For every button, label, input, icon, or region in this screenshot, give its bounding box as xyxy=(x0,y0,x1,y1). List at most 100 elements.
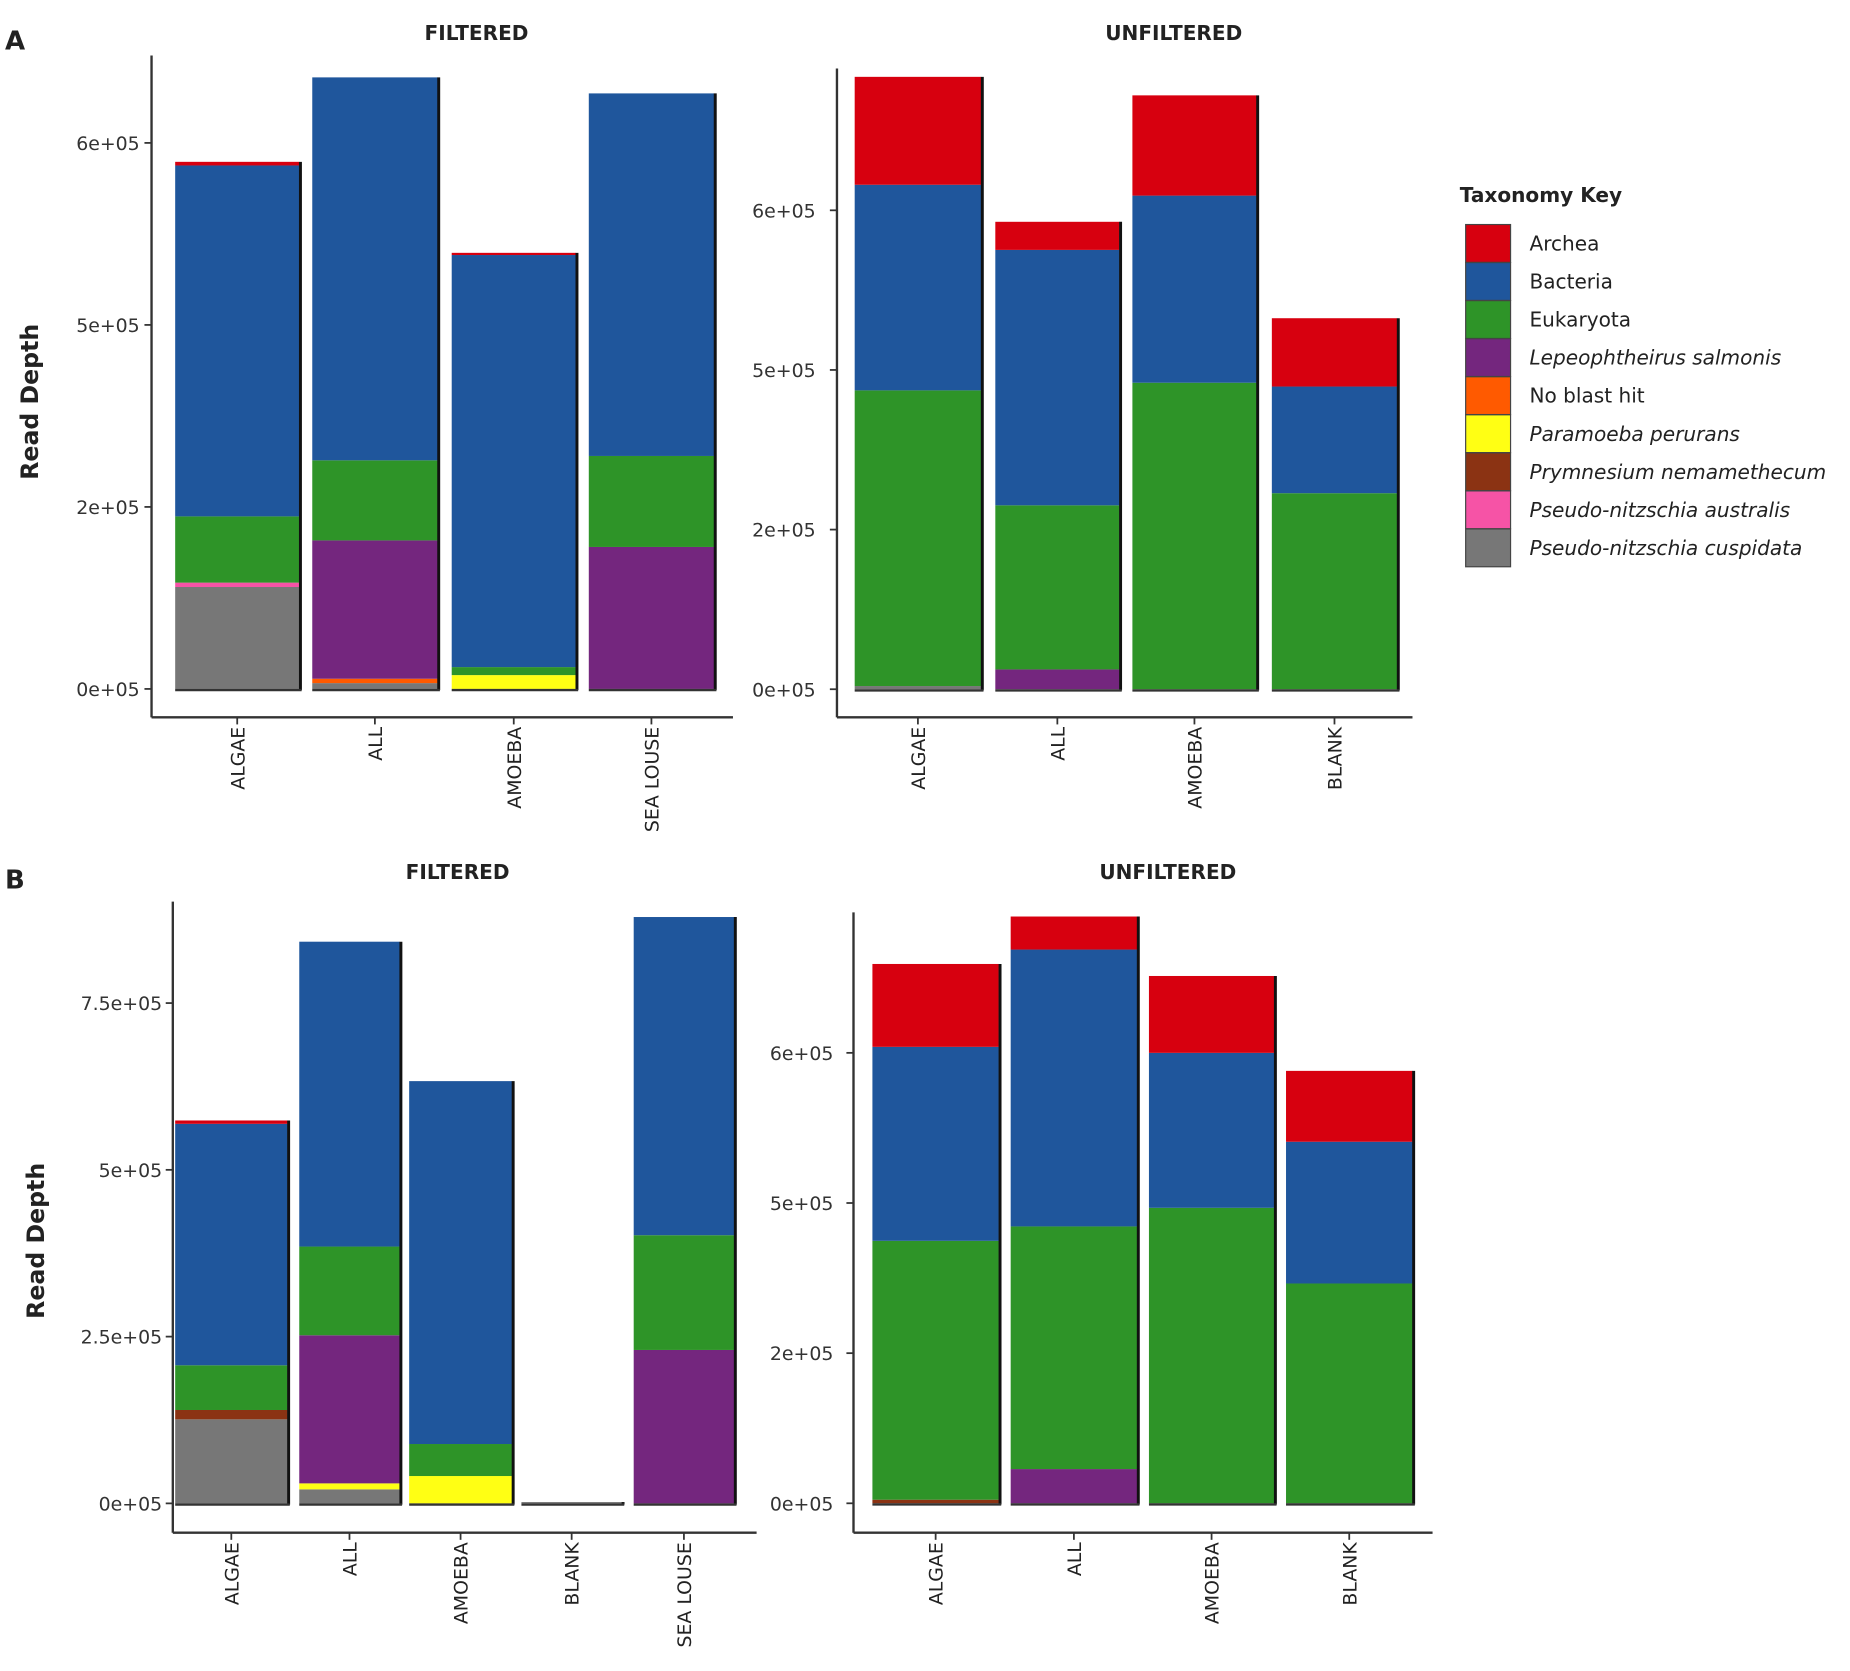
bar-segment-bacteria xyxy=(588,93,715,456)
legend-swatch xyxy=(1465,338,1512,378)
legend-label: Pseudo-nitzschia cuspidata xyxy=(1529,536,1802,560)
bar-segment-bacteria xyxy=(854,184,982,391)
legend-label: Paramoeba perurans xyxy=(1529,422,1740,446)
legend-swatch xyxy=(1465,300,1512,340)
y-tick-label: 5e+05 xyxy=(76,315,140,337)
bar-segment-archea xyxy=(1132,95,1257,196)
x-tick-label: AMOEBA xyxy=(1202,1542,1224,1624)
bar-segment-paramoeba-perurans xyxy=(451,675,576,689)
bar-segment-bacteria xyxy=(633,917,735,1236)
bar-segment-eukaryota xyxy=(409,1444,512,1477)
bar-blank xyxy=(521,1502,625,1506)
y-axis-label: Read Depth xyxy=(16,324,44,480)
y-tick-label: 2e+05 xyxy=(752,520,816,542)
bar-segment-prymnesium-nemamethecum xyxy=(872,1499,999,1504)
chart-4: UNFILTERED ALGAE ALL AMOEBA BLANK 0e+05 2e+05 5… xyxy=(770,860,1433,1624)
bar-amoeba xyxy=(1148,975,1277,1506)
bar-segment-pseudo-nitzschia-cuspidata xyxy=(854,686,982,690)
bar-segment-eukaryota xyxy=(1271,493,1398,690)
panel-label: A xyxy=(5,27,25,57)
bar-segment-pseudo-nitzschia-cuspidata xyxy=(175,587,300,689)
legend-item: Lepeophtheirus salmonis xyxy=(1465,338,1782,378)
bar-segment-archea xyxy=(1010,916,1138,950)
bar-blank xyxy=(1271,318,1400,692)
bar-segment-eukaryota xyxy=(451,667,576,676)
x-tick-label: ALGAE xyxy=(227,727,249,790)
bar-segment-eukaryota xyxy=(175,516,300,583)
y-tick-label: 6e+05 xyxy=(752,200,816,222)
bar-segment-eukaryota xyxy=(588,455,715,547)
legend-swatch xyxy=(1465,376,1512,416)
bar-algae xyxy=(872,963,1002,1506)
bar-segment-paramoeba-perurans xyxy=(299,1483,400,1490)
legend-item: Pseudo-nitzschia australis xyxy=(1465,490,1791,530)
bar-segment-archea xyxy=(995,221,1120,250)
bar-segment-pseudo-nitzschia-cuspidata xyxy=(175,1419,288,1504)
y-tick-label: 6e+05 xyxy=(76,133,140,155)
x-tick-label: BLANK xyxy=(1339,1542,1361,1606)
x-tick-label: ALL xyxy=(1047,726,1069,760)
bar-segment-lepeophtheirus-salmonis xyxy=(588,546,715,689)
bar-segment-eukaryota xyxy=(175,1365,288,1410)
bar-segment-bacteria xyxy=(1271,386,1398,494)
y-tick-label: 5e+05 xyxy=(770,1193,834,1215)
x-tick-label: ALL xyxy=(365,726,387,760)
bar-amoeba xyxy=(1132,95,1260,692)
legend-swatch xyxy=(1465,261,1512,301)
bar-algae xyxy=(175,1120,291,1506)
bar-segment-eukaryota xyxy=(633,1235,735,1350)
bar-segment-paramoeba-perurans xyxy=(409,1476,512,1504)
bar-all xyxy=(995,221,1123,692)
legend-swatch xyxy=(1465,414,1512,454)
bar-segment-eukaryota xyxy=(312,460,438,541)
x-tick-label: SEA LOUSE xyxy=(642,727,664,832)
legend: Taxonomy Key Archea Bacteria Eukaryota Lepe… xyxy=(1460,183,1826,568)
chart-title: UNFILTERED xyxy=(1105,21,1242,45)
x-tick-label: ALGAE xyxy=(926,1542,948,1605)
bar-segment-lepeophtheirus-salmonis xyxy=(312,540,438,679)
bar-amoeba xyxy=(451,252,579,692)
legend-item: Eukaryota xyxy=(1465,300,1631,340)
bar-blank xyxy=(1286,1070,1416,1506)
bar-segment-pseudo-nitzschia-cuspidata xyxy=(299,1489,400,1504)
bar-all xyxy=(1010,916,1140,1506)
bar-segment-eukaryota xyxy=(1132,382,1257,690)
bar-segment-bacteria xyxy=(1148,1052,1275,1208)
y-tick-label: 0e+05 xyxy=(770,1493,834,1515)
legend-item: Archea xyxy=(1465,223,1599,263)
bar-sea-louse xyxy=(633,917,737,1506)
bar-all xyxy=(312,77,441,692)
bar-segment-pseudo-nitzschia-cuspidata xyxy=(312,683,438,689)
bar-segment-pseudo-nitzschia-australis xyxy=(175,582,300,588)
bar-amoeba xyxy=(409,1081,515,1506)
bar-segment-bacteria xyxy=(175,1123,288,1366)
bar-segment-archea xyxy=(451,252,576,256)
bar-segment-bacteria xyxy=(995,249,1120,506)
y-tick-label: 7.5e+05 xyxy=(81,993,163,1015)
chart-title: FILTERED xyxy=(425,21,529,45)
x-tick-label: ALL xyxy=(1064,1542,1086,1576)
bar-all xyxy=(299,941,403,1506)
legend-label: Prymnesium nemamethecum xyxy=(1529,460,1826,484)
legend-title: Taxonomy Key xyxy=(1460,183,1622,207)
bar-segment-bacteria xyxy=(1286,1141,1413,1284)
y-tick-label: 5e+05 xyxy=(752,360,816,382)
bar-segment-eukaryota xyxy=(854,390,982,687)
legend-item: Paramoeba perurans xyxy=(1465,414,1740,454)
y-tick-label: 0e+05 xyxy=(752,679,816,701)
bar-segment-eukaryota xyxy=(1010,1226,1138,1470)
y-axis-label: Read Depth xyxy=(22,1163,50,1319)
chart-title: UNFILTERED xyxy=(1099,860,1236,884)
legend-item: Bacteria xyxy=(1465,261,1613,301)
panel-label: B xyxy=(5,866,25,896)
chart-2: UNFILTERED ALGAE ALL AMOEBA BLANK 0e+05 2e+05 5… xyxy=(752,21,1413,809)
legend-swatch xyxy=(1465,452,1512,492)
bar-segment-eukaryota xyxy=(995,505,1120,670)
x-tick-label: SEA LOUSE xyxy=(674,1542,696,1647)
legend-swatch xyxy=(1465,223,1512,263)
y-tick-label: 0e+05 xyxy=(99,1493,163,1515)
legend-item: Pseudo-nitzschia cuspidata xyxy=(1465,528,1802,568)
legend-label: Archea xyxy=(1529,232,1599,256)
y-tick-label: 6e+05 xyxy=(770,1043,834,1065)
